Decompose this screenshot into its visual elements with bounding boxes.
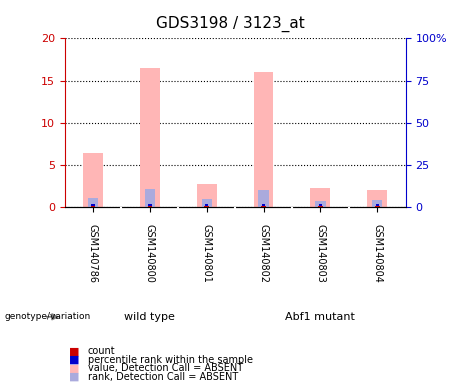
Text: ■: ■ (69, 363, 80, 373)
Text: value, Detection Call = ABSENT: value, Detection Call = ABSENT (88, 363, 242, 373)
Bar (88, 198, 98, 207)
Text: count: count (88, 346, 115, 356)
Bar (261, 206, 266, 207)
Text: GSM140801: GSM140801 (201, 224, 212, 283)
Bar (148, 206, 152, 207)
Bar (254, 72, 273, 207)
Bar (375, 206, 379, 207)
Text: GDS3198 / 3123_at: GDS3198 / 3123_at (156, 15, 305, 31)
Bar (310, 188, 331, 207)
Text: rank, Detection Call = ABSENT: rank, Detection Call = ABSENT (88, 372, 238, 382)
Text: wild type: wild type (124, 312, 175, 322)
Bar (201, 199, 212, 207)
Text: percentile rank within the sample: percentile rank within the sample (88, 355, 253, 365)
Text: GSM140802: GSM140802 (259, 224, 269, 283)
Text: GSM140800: GSM140800 (145, 224, 155, 283)
Bar (315, 200, 325, 207)
Bar (204, 206, 209, 207)
Text: GSM140804: GSM140804 (372, 224, 382, 283)
Bar (367, 190, 387, 207)
Text: ■: ■ (69, 355, 80, 365)
Bar (259, 190, 269, 207)
Bar (372, 200, 382, 207)
Bar (318, 206, 323, 207)
Bar (91, 206, 95, 207)
Text: ■: ■ (69, 346, 80, 356)
Text: Abf1 mutant: Abf1 mutant (285, 312, 355, 322)
Text: GSM140786: GSM140786 (88, 224, 98, 283)
Bar (145, 189, 155, 207)
Bar (197, 184, 217, 207)
Text: ■: ■ (69, 372, 80, 382)
Text: genotype/variation: genotype/variation (5, 312, 91, 321)
Bar (140, 68, 160, 207)
Bar (83, 153, 103, 207)
Text: GSM140803: GSM140803 (315, 224, 325, 283)
